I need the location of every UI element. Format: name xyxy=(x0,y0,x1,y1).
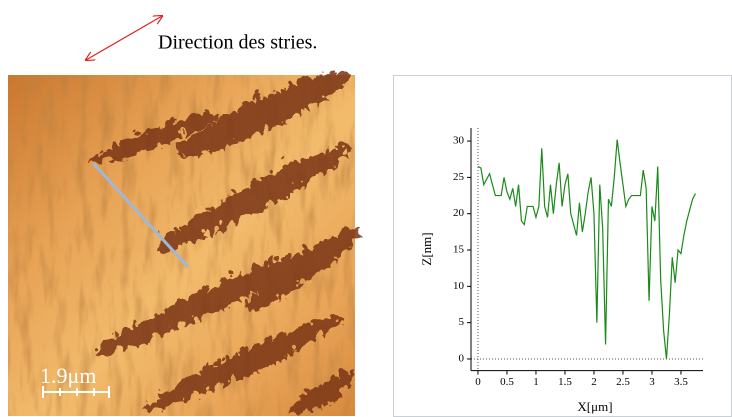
x-tick-label: 2 xyxy=(591,376,597,388)
plot: 0 5 10 15 20 25 30 0 0.5 1 1.5 2 2.5 3 3.5 xyxy=(453,128,703,388)
y-tick-label: 10 xyxy=(453,280,465,292)
y-tick-label: 0 xyxy=(459,353,465,365)
x-tick-label: 3 xyxy=(649,376,655,388)
afm-image: 1.9μm xyxy=(8,67,358,416)
x-tick-label: 0 xyxy=(475,376,481,388)
chart-panel xyxy=(393,75,732,417)
y-tick-label: 25 xyxy=(453,171,465,183)
y-tick-label: 30 xyxy=(453,135,465,147)
x-tick-label: 3.5 xyxy=(674,376,688,388)
x-tick-label: 2.5 xyxy=(616,376,630,388)
y-axis-label: Z[nm] xyxy=(419,232,434,265)
y-tick-label: 5 xyxy=(459,316,465,328)
x-axis-label: X[μm] xyxy=(577,399,612,414)
scale-bar-label: 1.9μm xyxy=(40,363,96,388)
annotation: Direction des stries. xyxy=(158,32,317,54)
y-tick-label: 20 xyxy=(453,207,465,219)
x-tick-label: 1 xyxy=(533,376,539,388)
direction-arrow xyxy=(86,16,162,60)
x-tick-label: 0.5 xyxy=(500,376,514,388)
data-line xyxy=(477,139,696,360)
y-tick-label: 15 xyxy=(453,244,465,256)
x-tick-label: 1.5 xyxy=(558,376,572,388)
